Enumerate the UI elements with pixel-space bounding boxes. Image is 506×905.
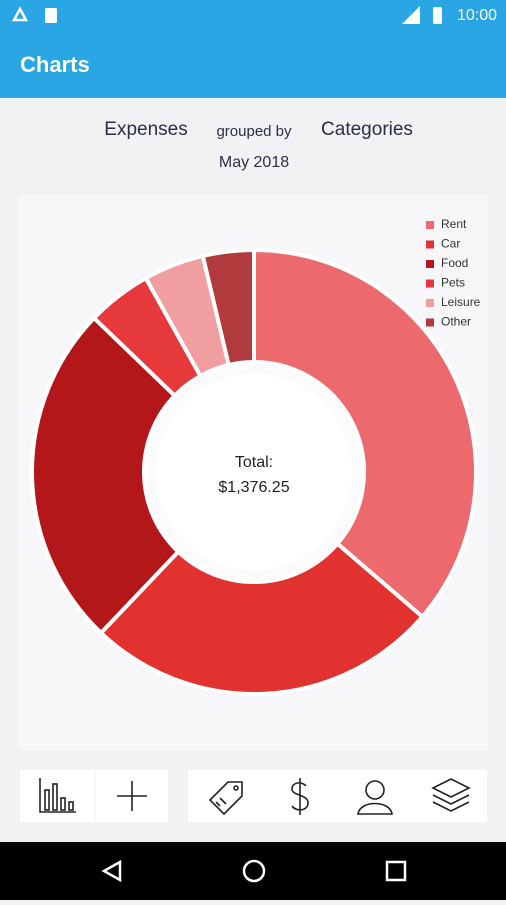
account-button[interactable] — [357, 780, 393, 815]
charts-button[interactable] — [39, 778, 76, 813]
nav-back[interactable] — [101, 859, 122, 883]
legend-swatch — [426, 318, 434, 327]
legend-swatch — [426, 279, 434, 288]
drive-icon — [11, 6, 29, 22]
legend-label: Rent — [441, 217, 467, 231]
legend-swatch — [426, 221, 434, 229]
add-button[interactable] — [117, 781, 147, 811]
tags-button[interactable] — [208, 781, 243, 816]
center-value: $1,376.25 — [218, 479, 289, 496]
currency-button[interactable] — [291, 778, 309, 815]
legend-swatch — [426, 299, 434, 307]
signal-icon — [402, 6, 420, 24]
nav-recents[interactable] — [385, 860, 407, 882]
legend-label: Food — [441, 256, 468, 270]
sd-icon — [45, 8, 57, 23]
center-hole — [156, 374, 352, 570]
period-selector[interactable]: May 2018 — [219, 154, 289, 171]
legend-swatch — [426, 240, 434, 249]
legend-label: Pets — [441, 276, 465, 290]
metric-selector[interactable]: Expenses — [104, 119, 187, 140]
battery-icon — [433, 7, 442, 24]
nav-bar — [0, 842, 506, 900]
nav-home[interactable] — [242, 859, 266, 883]
legend-swatch — [426, 260, 434, 268]
grouped-by-label: grouped by — [216, 123, 292, 140]
status-time: 10:00 — [457, 7, 497, 24]
app-title: Charts — [20, 52, 90, 77]
legend-label: Car — [441, 237, 460, 251]
layers-button[interactable] — [431, 778, 471, 812]
grouping-selector[interactable]: Categories — [321, 119, 413, 140]
app-bar-bg — [0, 0, 506, 98]
toolbar-right — [188, 770, 487, 822]
legend-label: Leisure — [441, 295, 481, 309]
legend-label: Other — [441, 315, 471, 329]
donut-chart: Total: $1,376.25 Rent Car Food Pets Leisure Oth… — [30, 217, 481, 696]
center-label: Total: — [235, 454, 273, 471]
